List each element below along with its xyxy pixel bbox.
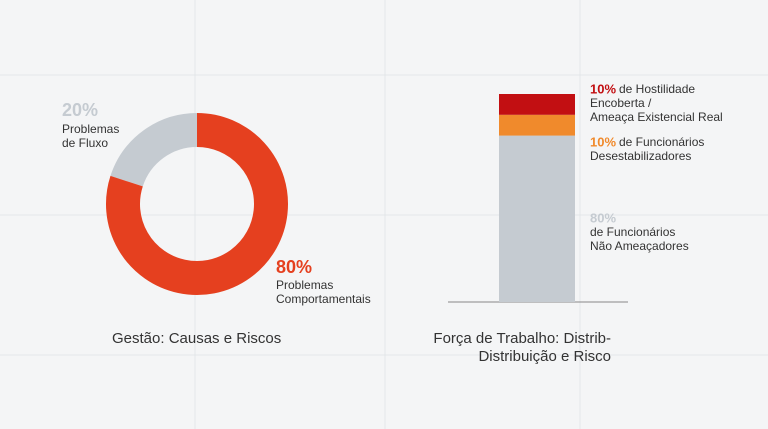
value-label: 10% [590, 81, 616, 96]
category-label: Problemas [62, 122, 119, 136]
bar-segment [499, 114, 575, 136]
legend-label: de Funcionários [590, 225, 675, 239]
bar-segment [499, 94, 575, 115]
legend-label: Ameaça Existencial Real [590, 110, 723, 124]
value-label: 20% [62, 100, 98, 120]
chart-title: Distribuição e Risco [478, 348, 611, 365]
chart-title: Gestão: Causas e Riscos [112, 330, 281, 347]
legend-label: Não Ameaçadores [590, 239, 689, 253]
legend-label: Encoberta / [590, 96, 652, 110]
legend-label: de Hostilidade [619, 82, 695, 96]
donut-slice [106, 113, 288, 295]
legend-label: de Funcionários [619, 135, 704, 149]
category-label: de Fluxo [62, 136, 108, 150]
chart-title: Força de Trabalho: Distrib- [433, 330, 611, 347]
value-label: 10% [590, 134, 616, 149]
legend-label: Desestabilizadores [590, 149, 691, 163]
value-label: 80% [590, 210, 616, 225]
category-label: Comportamentais [276, 292, 371, 306]
bar-segment [499, 135, 575, 302]
value-label: 80% [276, 257, 312, 277]
category-label: Problemas [276, 278, 333, 292]
donut-slice [110, 113, 198, 188]
